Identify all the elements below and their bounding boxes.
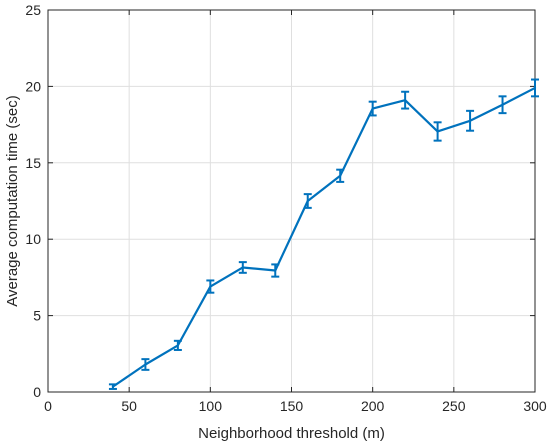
x-tick-label: 300	[523, 398, 547, 414]
error-bar	[206, 279, 215, 294]
x-tick-label: 100	[199, 398, 223, 414]
error-bar	[173, 339, 182, 351]
y-tick-label: 10	[25, 231, 41, 247]
data-series	[108, 78, 539, 390]
error-bar	[303, 193, 312, 209]
error-bar	[108, 383, 117, 390]
error-bar	[368, 100, 377, 117]
y-tick-label: 15	[25, 155, 41, 171]
y-tick-label: 5	[33, 308, 41, 324]
grid	[47, 9, 536, 393]
error-bar	[401, 90, 410, 110]
x-tick-label: 50	[121, 398, 137, 414]
x-axis-label: Neighborhood threshold (m)	[198, 425, 385, 442]
error-bar	[141, 358, 150, 371]
error-bar	[498, 95, 507, 115]
x-tick-label: 250	[442, 398, 466, 414]
series-line	[111, 86, 537, 388]
error-bar	[238, 261, 247, 274]
axes: 0 50 100 150 200 250 300 0 5 10 15 20 25	[25, 2, 546, 414]
error-bar	[531, 78, 539, 98]
error-bar	[466, 109, 475, 132]
x-tick-label: 150	[280, 398, 304, 414]
x-tick-label: 0	[44, 398, 52, 414]
error-bar	[336, 168, 345, 183]
y-axis-label: Average computation time (sec)	[4, 95, 21, 307]
y-tick-label: 25	[25, 2, 41, 18]
x-tick-label: 200	[361, 398, 385, 414]
error-bar	[433, 121, 442, 142]
y-tick-label: 20	[25, 78, 41, 94]
y-tick-label: 0	[33, 384, 41, 400]
error-bar	[271, 263, 280, 278]
